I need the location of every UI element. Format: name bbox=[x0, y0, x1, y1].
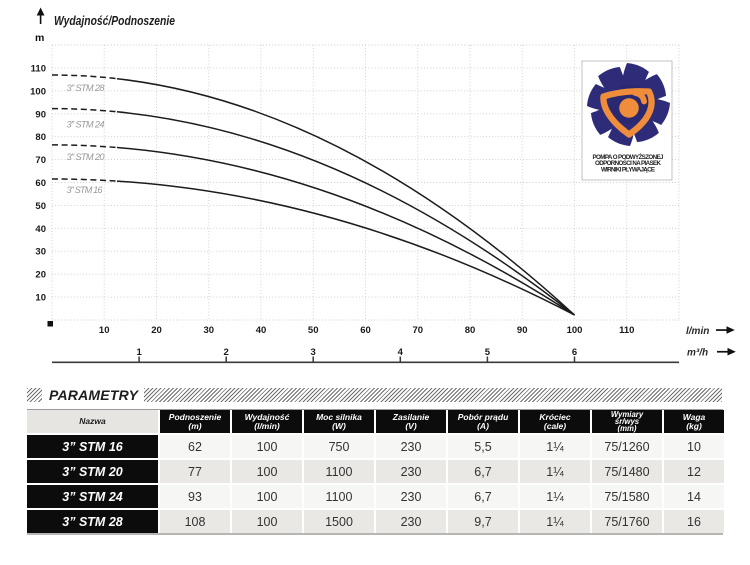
svg-text:6: 6 bbox=[572, 347, 577, 358]
svg-text:30: 30 bbox=[204, 325, 215, 336]
svg-text:3” STM 20: 3” STM 20 bbox=[67, 152, 106, 162]
svg-text:80: 80 bbox=[465, 325, 476, 336]
svg-text:40: 40 bbox=[256, 325, 267, 336]
svg-text:20: 20 bbox=[151, 325, 162, 336]
svg-text:m: m bbox=[35, 32, 44, 44]
svg-text:10: 10 bbox=[35, 293, 46, 304]
svg-text:50: 50 bbox=[308, 325, 319, 336]
svg-text:70: 70 bbox=[413, 325, 424, 336]
svg-text:110: 110 bbox=[31, 63, 46, 74]
svg-text:5: 5 bbox=[485, 347, 491, 358]
svg-text:110: 110 bbox=[619, 325, 634, 336]
svg-text:3: 3 bbox=[311, 347, 316, 358]
svg-text:1: 1 bbox=[136, 347, 142, 358]
svg-text:2: 2 bbox=[224, 347, 229, 358]
svg-text:60: 60 bbox=[360, 325, 371, 336]
svg-text:70: 70 bbox=[35, 155, 46, 166]
svg-text:l/min: l/min bbox=[686, 326, 709, 337]
svg-text:4: 4 bbox=[398, 347, 404, 358]
svg-text:m³/h: m³/h bbox=[687, 348, 708, 359]
svg-text:90: 90 bbox=[35, 109, 46, 120]
svg-text:90: 90 bbox=[517, 325, 528, 336]
svg-text:3” STM 24: 3” STM 24 bbox=[67, 120, 105, 130]
svg-text:30: 30 bbox=[35, 247, 46, 258]
svg-text:100: 100 bbox=[30, 86, 46, 97]
svg-text:40: 40 bbox=[35, 224, 46, 235]
svg-text:80: 80 bbox=[35, 132, 46, 143]
svg-text:WIRNIKI PŁYWAJĄCE: WIRNIKI PŁYWAJĄCE bbox=[601, 166, 655, 173]
svg-text:3” STM 28: 3” STM 28 bbox=[67, 83, 106, 93]
svg-text:POMPA O PODWYŻSZONEJ: POMPA O PODWYŻSZONEJ bbox=[593, 154, 665, 161]
svg-text:20: 20 bbox=[35, 270, 46, 281]
svg-text:10: 10 bbox=[99, 325, 110, 336]
svg-text:ODPORNOŚCI NA PIASEK: ODPORNOŚCI NA PIASEK bbox=[595, 160, 662, 167]
svg-text:60: 60 bbox=[35, 178, 46, 189]
svg-text:100: 100 bbox=[567, 325, 583, 336]
svg-text:50: 50 bbox=[35, 201, 46, 212]
svg-text:Wydajność/Podnoszenie: Wydajność/Podnoszenie bbox=[54, 13, 175, 28]
svg-text:3” STM 16: 3” STM 16 bbox=[67, 185, 104, 195]
